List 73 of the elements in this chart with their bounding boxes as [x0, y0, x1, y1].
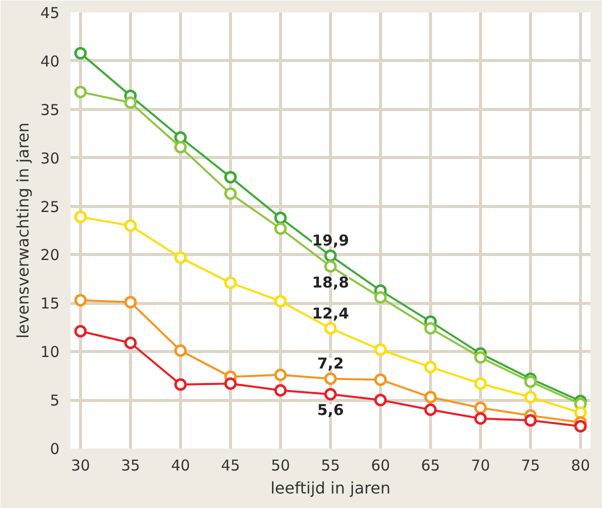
- x-tick-label: 50: [270, 456, 290, 474]
- x-tick-label: 40: [170, 456, 190, 474]
- y-tick-label: 10: [40, 343, 60, 362]
- point: [324, 322, 337, 335]
- point: [274, 384, 287, 397]
- point: [174, 251, 187, 264]
- point: [124, 336, 137, 350]
- y-tick-label: 40: [40, 52, 60, 70]
- point: [374, 394, 387, 406]
- y-tick-label: 20: [40, 246, 60, 264]
- data-label: 12,4: [312, 304, 350, 322]
- point: [524, 375, 537, 388]
- point: [424, 390, 437, 404]
- point: [524, 414, 537, 427]
- point: [324, 260, 337, 273]
- point: [474, 402, 487, 414]
- data-label: 19,9: [312, 232, 350, 250]
- point: [224, 170, 237, 184]
- point: [374, 291, 387, 304]
- point: [424, 360, 437, 374]
- y-tick-label: 45: [40, 4, 60, 22]
- y-tick-label: 0: [50, 440, 60, 458]
- x-tick-label: 45: [220, 456, 240, 474]
- point: [274, 368, 287, 382]
- point: [374, 343, 387, 356]
- point: [74, 325, 87, 338]
- point: [224, 276, 237, 290]
- point: [274, 212, 287, 224]
- y-tick-label: 25: [40, 198, 60, 216]
- point: [274, 294, 287, 308]
- data-label: 5,6: [317, 401, 344, 420]
- y-tick-label: 35: [40, 100, 60, 119]
- x-tick-label: 65: [420, 456, 440, 474]
- x-tick-label: 75: [520, 456, 540, 474]
- point: [124, 219, 137, 232]
- point: [124, 96, 137, 109]
- point: [174, 140, 187, 154]
- point: [424, 322, 437, 335]
- point: [374, 373, 387, 386]
- point: [224, 377, 237, 390]
- point: [474, 412, 487, 425]
- point: [274, 222, 287, 235]
- x-axis-title: leeftijd in jaren: [270, 478, 391, 498]
- x-tick-label: 60: [370, 456, 390, 474]
- point: [74, 86, 87, 98]
- point: [574, 406, 587, 419]
- point: [474, 377, 487, 390]
- point: [174, 131, 187, 144]
- point: [74, 46, 87, 60]
- x-tick-label: 55: [320, 456, 340, 474]
- point: [324, 249, 337, 262]
- x-tick-label: 35: [120, 456, 140, 474]
- y-tick-label: 30: [40, 149, 60, 168]
- point: [74, 210, 87, 224]
- point: [124, 296, 137, 308]
- y-tick-label: 5: [50, 392, 60, 410]
- x-tick-label: 70: [470, 456, 490, 474]
- point: [324, 388, 337, 400]
- data-label: 18,8: [312, 273, 350, 292]
- point: [174, 344, 187, 357]
- x-tick-label: 30: [70, 456, 90, 474]
- point: [74, 294, 87, 306]
- y-tick-label: 15: [40, 294, 60, 313]
- point: [174, 378, 187, 391]
- point: [474, 351, 487, 364]
- point: [524, 390, 537, 404]
- x-tick-label: 80: [570, 456, 590, 474]
- point: [574, 420, 587, 432]
- data-label: 7,2: [317, 354, 344, 373]
- point: [324, 372, 337, 385]
- point: [424, 404, 437, 416]
- y-axis-title: levensverwachting in jaren: [13, 122, 32, 339]
- point: [224, 187, 237, 200]
